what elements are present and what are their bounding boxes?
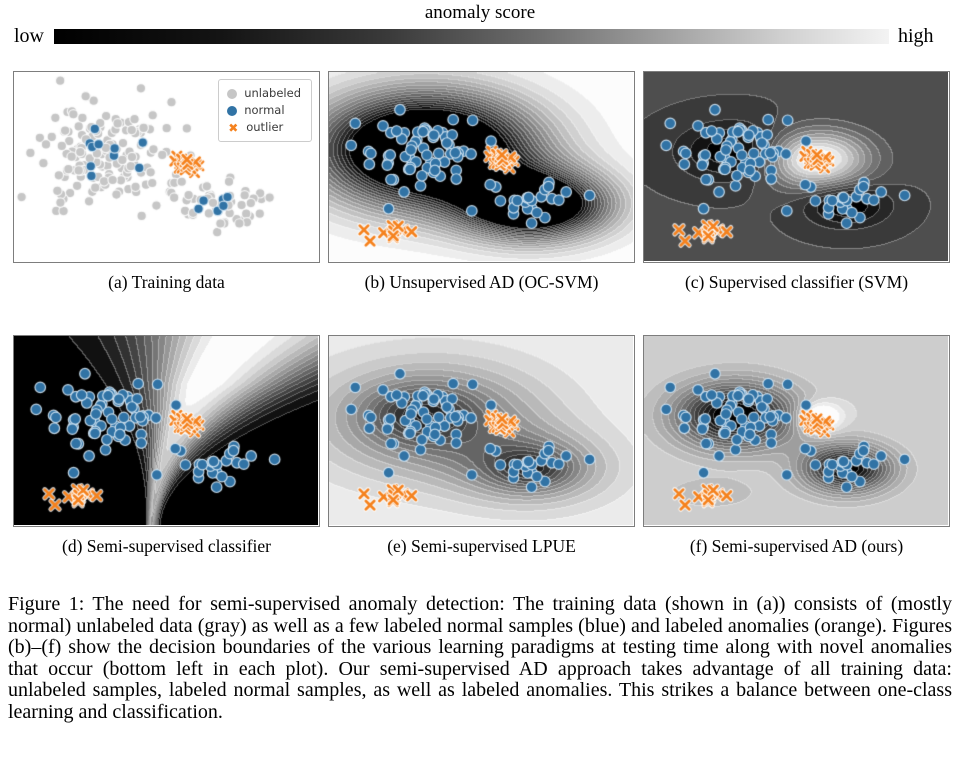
panel-b: (b) Unsupervised AD (OC-SVM) (328, 71, 635, 292)
panel-b-plot (328, 71, 635, 263)
panel-f-caption: (f) Semi-supervised AD (ours) (689, 536, 904, 556)
panel-f: (f) Semi-supervised AD (ours) (643, 335, 950, 556)
colorbar-high-label: high (898, 25, 934, 47)
anomaly-score-colorbar: anomaly score low high (0, 0, 960, 47)
panel-d-caption: (d) Semi-supervised classifier (62, 536, 271, 556)
panel-c: (c) Supervised classifier (SVM) (643, 71, 950, 292)
colorbar-gradient-bar (54, 28, 889, 44)
panel-f-plot (643, 335, 950, 527)
panel-a: unlabeled normal ✖ outlier (a) Training … (13, 71, 320, 292)
panel-a-plot: unlabeled normal ✖ outlier (13, 71, 320, 263)
panel-f-canvas (644, 336, 948, 525)
legend-item-outlier: ✖ outlier (227, 119, 301, 136)
panel-d-canvas (14, 336, 318, 525)
panel-e-caption: (e) Semi-supervised LPUE (387, 536, 576, 556)
colorbar-low-label: low (14, 25, 44, 47)
panel-e-canvas (329, 336, 633, 525)
panel-e: (e) Semi-supervised LPUE (328, 335, 635, 556)
legend-item-normal: normal (227, 102, 301, 119)
outlier-x-marker-icon: ✖ (228, 120, 239, 135)
panel-a-caption: (a) Training data (108, 272, 225, 292)
colorbar-row: low high (0, 26, 960, 46)
panel-b-canvas (329, 72, 633, 261)
panel-b-caption: (b) Unsupervised AD (OC-SVM) (364, 272, 599, 292)
legend-label-normal: normal (244, 103, 285, 117)
panel-c-caption: (c) Supervised classifier (SVM) (684, 272, 909, 292)
panel-grid: unlabeled normal ✖ outlier (a) Training … (13, 71, 960, 556)
unlabeled-marker-icon (227, 88, 238, 99)
normal-marker-icon (227, 105, 238, 116)
legend-label-unlabeled: unlabeled (244, 86, 301, 100)
panel-c-canvas (644, 72, 948, 261)
legend: unlabeled normal ✖ outlier (218, 79, 312, 142)
panel-e-plot (328, 335, 635, 527)
panel-c-plot (643, 71, 950, 263)
figure-caption: Figure 1: The need for semi-supervised a… (8, 593, 952, 723)
legend-item-unlabeled: unlabeled (227, 85, 301, 102)
panel-d: (d) Semi-supervised classifier (13, 335, 320, 556)
colorbar-title: anomaly score (424, 2, 536, 23)
legend-label-outlier: outlier (246, 120, 284, 134)
panel-d-plot (13, 335, 320, 527)
